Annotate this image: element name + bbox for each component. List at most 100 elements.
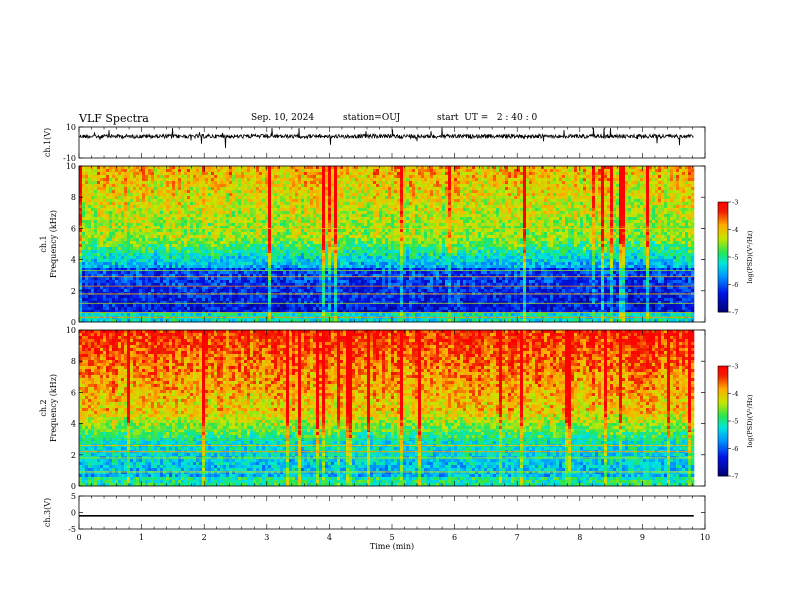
spectrogram-cell [382, 217, 386, 221]
spectrogram-cell [409, 199, 413, 203]
spectrogram-cell [208, 223, 212, 227]
spectrogram-cell [400, 169, 404, 173]
spectrogram-cell [88, 190, 92, 194]
spectrogram-cell [130, 235, 134, 239]
spectrogram-cell [505, 175, 509, 179]
spectrogram-cell [439, 166, 443, 170]
spectrogram-cell [298, 199, 302, 203]
spectrogram-cell [301, 175, 305, 179]
spectrogram-cell [511, 232, 515, 236]
spectrogram-cell [379, 190, 383, 194]
spectrogram-cell [463, 199, 467, 203]
spectrogram-cell [475, 169, 479, 173]
spectrogram-cell [472, 175, 476, 179]
spectrogram-cell [415, 172, 419, 176]
spectrogram-cell [421, 208, 425, 212]
spectrogram-cell [379, 181, 383, 185]
spectrogram-cell [619, 187, 623, 191]
spectrogram-cell [589, 172, 593, 176]
spectrogram-cell [109, 226, 113, 230]
spectrogram-cell [289, 217, 293, 221]
spectrogram-cell [472, 205, 476, 209]
spectrogram-cell [259, 211, 263, 215]
spectrogram-cell [517, 226, 521, 230]
spectrogram-cell [166, 190, 170, 194]
spectrogram-cell [619, 211, 623, 215]
spectrogram-cell [274, 190, 278, 194]
spectrogram-cell [631, 217, 635, 221]
spectrogram-cell [619, 226, 623, 230]
spectrogram-cell [328, 208, 332, 212]
spectrogram-cell [568, 232, 572, 236]
spectrogram-cell [268, 229, 272, 233]
spectrogram-cell [589, 196, 593, 200]
spectrogram-cell [292, 178, 296, 182]
spectrogram-cell [400, 190, 404, 194]
spectrogram-cell [361, 181, 365, 185]
spectrogram-cell [583, 172, 587, 176]
spectrogram-cell [364, 175, 368, 179]
spectrogram-cell [259, 178, 263, 182]
spectrogram-cell [145, 199, 149, 203]
spectrogram-cell [433, 166, 437, 170]
spectrogram-cell [163, 166, 167, 170]
spectrogram-cell [235, 211, 239, 215]
spectrogram-cell [298, 211, 302, 215]
spectrogram-cell [616, 175, 620, 179]
spectrogram-cell [250, 181, 254, 185]
spectrogram-cell [430, 199, 434, 203]
spectrogram-cell [259, 166, 263, 170]
spectrogram-cell [601, 232, 605, 236]
spectrogram-cell [607, 196, 611, 200]
spectrogram-cell [295, 208, 299, 212]
spectrogram-cell [142, 169, 146, 173]
spectrogram-cell [577, 205, 581, 209]
spectrogram-cell [442, 196, 446, 200]
spectrogram-cell [625, 217, 629, 221]
spectrogram-cell [457, 232, 461, 236]
spectrogram-cell [469, 205, 473, 209]
spectrogram-cell [445, 190, 449, 194]
spectrogram-cell [613, 190, 617, 194]
spectrogram-cell [208, 229, 212, 233]
spectrogram-cell [424, 214, 428, 218]
spectrogram-cell [430, 184, 434, 188]
spectrogram-cell [166, 169, 170, 173]
spectrogram-cell [487, 232, 491, 236]
spectrogram-cell [283, 196, 287, 200]
spectrogram-cell [685, 196, 689, 200]
spectrogram-cell [544, 223, 548, 227]
spectrogram-cell [544, 187, 548, 191]
spectrogram-cell [337, 175, 341, 179]
spectrogram-cell [607, 166, 611, 170]
spectrogram-cell [289, 214, 293, 218]
spectrogram-cell [379, 184, 383, 188]
spectrogram-cell [106, 190, 110, 194]
spectrogram-cell [547, 166, 551, 170]
spectrogram-cell [433, 175, 437, 179]
spectrogram-cell [364, 205, 368, 209]
spectrogram-cell [613, 181, 617, 185]
spectrogram-cell [439, 190, 443, 194]
spectrogram-cell [556, 214, 560, 218]
spectrogram-cell [487, 190, 491, 194]
spectrogram-cell [349, 226, 353, 230]
spectrogram-cell [352, 232, 356, 236]
spectrogram-cell [163, 178, 167, 182]
spectrogram-cell [289, 175, 293, 179]
spectrogram-cell [394, 199, 398, 203]
spectrogram-cell [136, 169, 140, 173]
spectrogram-cell [208, 226, 212, 230]
spectrogram-cell [91, 214, 95, 218]
spectrogram-cell [544, 190, 548, 194]
spectrogram-cell [196, 193, 200, 197]
spectrogram-cell [130, 196, 134, 200]
spectrogram-cell [106, 220, 110, 224]
spectrogram-cell [301, 217, 305, 221]
spectrogram-cell [454, 226, 458, 230]
spectrogram-cell [634, 208, 638, 212]
spectrogram-cell [253, 187, 257, 191]
spectrogram-cell [88, 166, 92, 170]
spectrogram-cell [88, 178, 92, 182]
spectrogram-cell [175, 184, 179, 188]
